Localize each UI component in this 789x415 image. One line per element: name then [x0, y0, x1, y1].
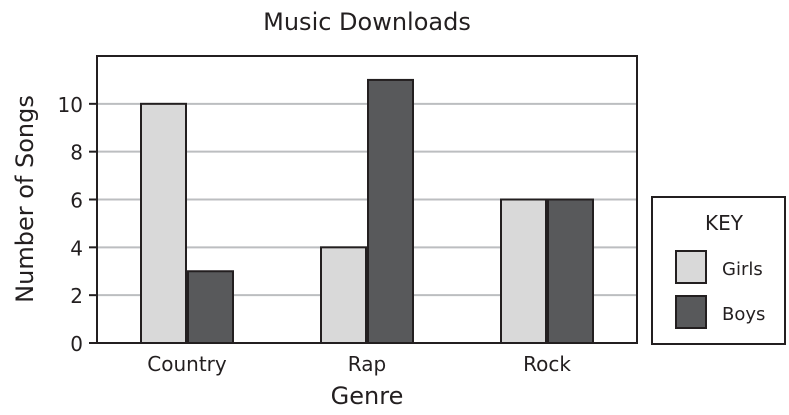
bar-girls-rock	[500, 198, 547, 344]
y-axis-ticks: 0 2 4 6 8 10	[58, 93, 97, 356]
bar-boys-country	[187, 270, 234, 344]
legend-items: Girls Boys	[675, 250, 765, 329]
y-tick-label: 10	[58, 93, 83, 117]
legend-title: KEY	[705, 211, 744, 235]
chart-title: Music Downloads	[263, 8, 471, 36]
legend-label-girls: Girls	[722, 259, 763, 280]
x-tick-label: Rock	[523, 352, 571, 376]
legend-swatch-girls	[675, 250, 707, 284]
legend-frame	[651, 196, 786, 345]
x-tick-label: Country	[147, 352, 227, 376]
bar-girls-country	[140, 102, 187, 345]
bars	[140, 78, 594, 345]
bar-boys-rock	[547, 198, 594, 344]
y-tick-label: 2	[70, 284, 83, 308]
legend: KEY Girls Boys	[651, 196, 786, 345]
legend-swatch-boys	[675, 295, 707, 329]
y-tick-label: 6	[70, 189, 83, 213]
x-axis-label: Genre	[331, 382, 404, 410]
legend-label-boys: Boys	[722, 304, 765, 325]
y-tick-label: 4	[70, 236, 83, 260]
x-axis-ticks: Country Rap Rock	[147, 352, 571, 376]
bar-boys-rap	[367, 78, 414, 345]
x-tick-label: Rap	[348, 352, 386, 376]
y-tick-label: 0	[70, 332, 83, 356]
bar-girls-rap	[320, 246, 367, 344]
y-tick-label: 8	[70, 141, 83, 165]
y-axis-label: Number of Songs	[11, 95, 39, 303]
